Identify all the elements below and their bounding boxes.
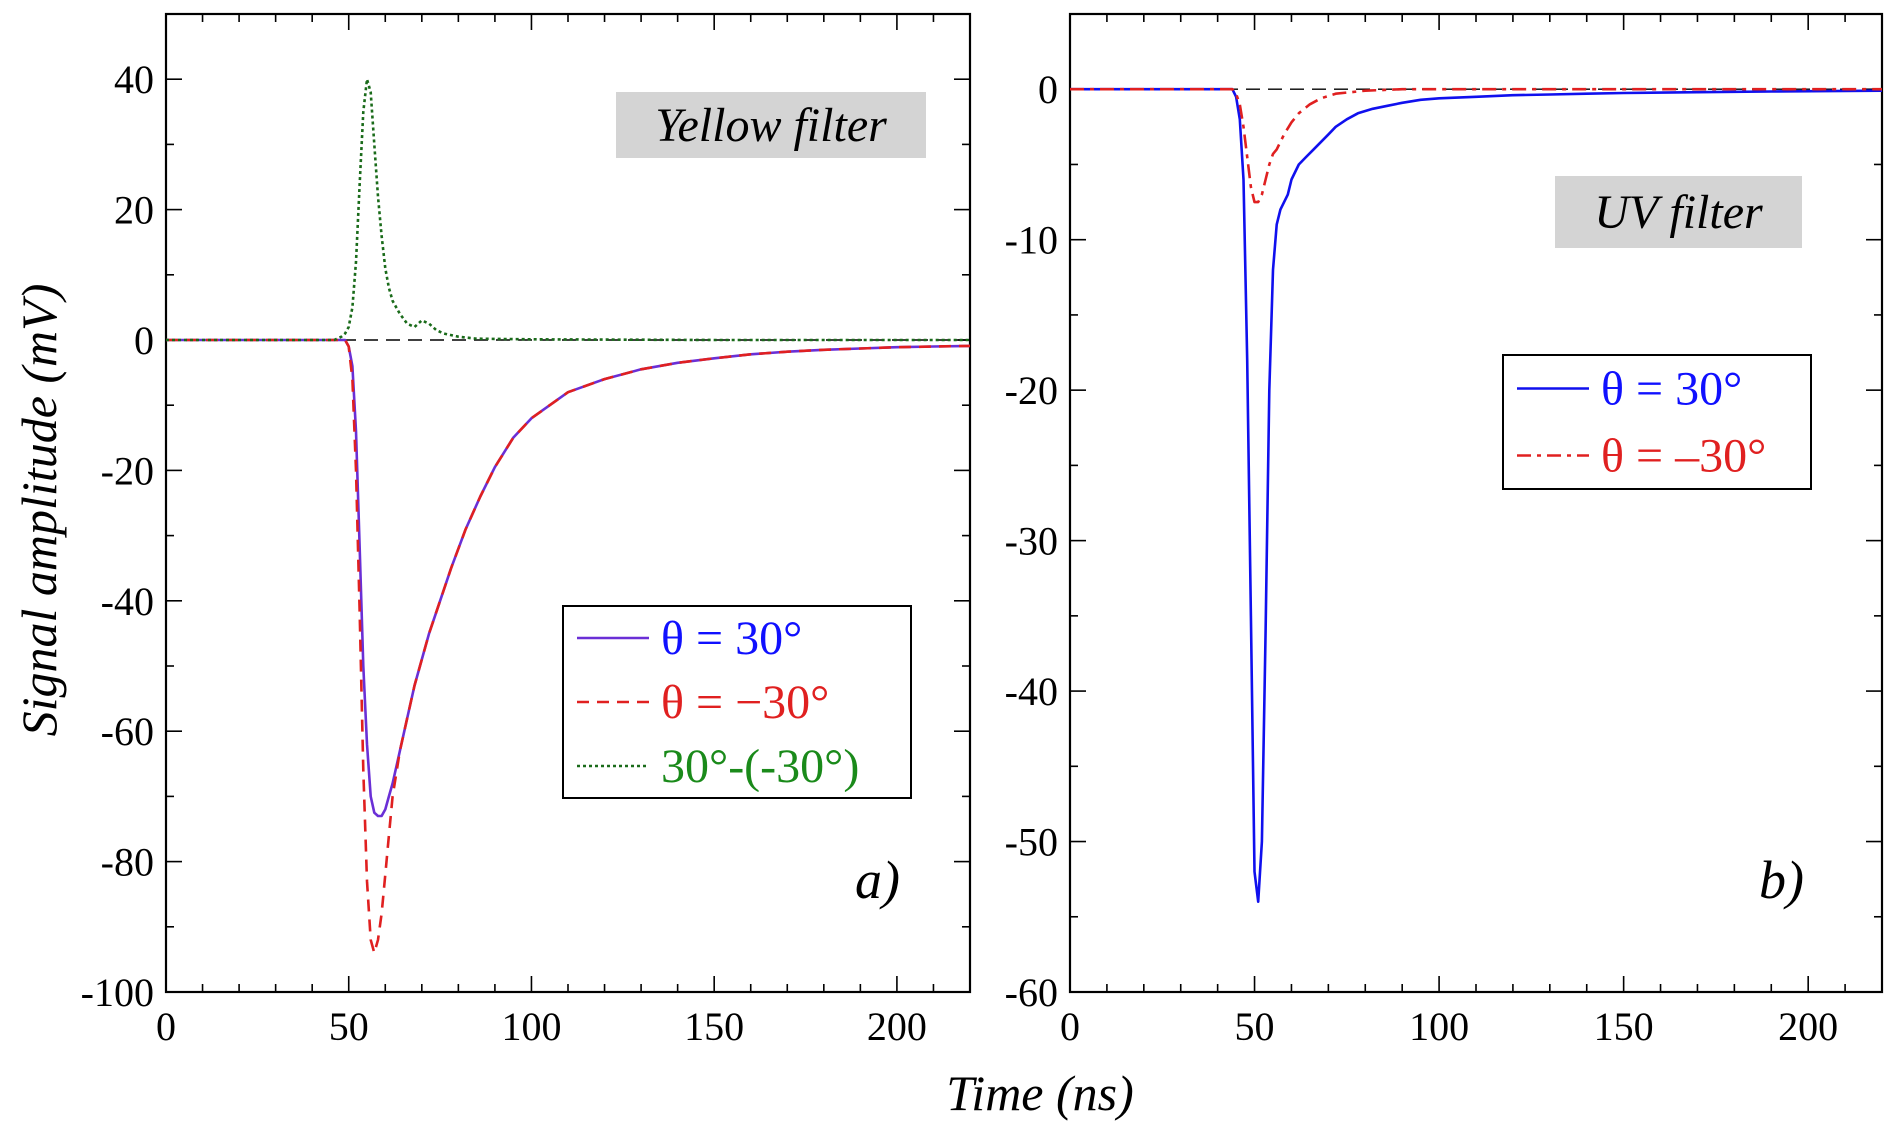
- y-tick-label: -40: [1005, 669, 1058, 714]
- x-axis-title: Time (ns): [946, 1065, 1134, 1121]
- y-tick-label: -20: [101, 448, 154, 493]
- plot-frame: [164, 12, 972, 994]
- x-tick-label: 100: [501, 1004, 561, 1049]
- x-tick-label: 0: [1060, 1004, 1080, 1049]
- panel-label: b): [1759, 850, 1804, 910]
- legend-entry: θ = −30°: [661, 676, 829, 729]
- y-tick-label: -40: [101, 579, 154, 624]
- x-tick-label: 100: [1409, 1004, 1469, 1049]
- filter-badge: [1555, 176, 1802, 248]
- x-tick-label: 0: [156, 1004, 176, 1049]
- y-tick-label: -30: [1005, 519, 1058, 564]
- legend-entry: 30°-(-30°): [661, 740, 859, 793]
- legend-entry: θ = 30°: [1601, 363, 1742, 416]
- y-tick-label: -100: [81, 970, 154, 1015]
- y-tick-label: 40: [114, 57, 154, 102]
- panel-label: a): [855, 850, 900, 910]
- y-tick-label: -60: [1005, 970, 1058, 1015]
- x-tick-label: 50: [329, 1004, 369, 1049]
- series-line-2: [166, 338, 971, 955]
- y-tick-label: 0: [134, 318, 154, 363]
- series-line-2: [1070, 87, 1882, 204]
- series-line-1: [1070, 87, 1883, 903]
- legend-entry: θ = –30°: [1601, 430, 1766, 483]
- y-tick-label: 0: [1038, 67, 1058, 112]
- y-tick-label: -50: [1005, 820, 1058, 865]
- y-tick-label: -60: [101, 709, 154, 754]
- y-tick-label: -10: [1005, 218, 1058, 263]
- x-tick-label: 150: [1594, 1004, 1654, 1049]
- legend: θ = 30° θ = −30° 30°-(-30°): [562, 605, 912, 799]
- legend-entry: θ = 30°: [661, 612, 802, 665]
- panel-b: 0 50 100 150 200 -60 -50 -40 -30 -20 -10 0 UV filter…: [1005, 12, 1884, 1049]
- y-axis-title: Signal amplitude (mV): [11, 284, 67, 737]
- filter-badge: [616, 92, 926, 158]
- filter-label: UV filter: [1594, 186, 1763, 239]
- x-tick-label: 50: [1235, 1004, 1275, 1049]
- legend: θ = 30° θ = –30°: [1502, 354, 1812, 490]
- panel-a: 0 50 100 150 200 -100 -80 -60 -40 -20 0 20 40 Yellow …: [81, 12, 972, 1049]
- filter-label: Yellow filter: [655, 99, 887, 152]
- legend-box: [1502, 354, 1812, 490]
- y-tick-label: 20: [114, 188, 154, 233]
- x-tick-label: 150: [684, 1004, 744, 1049]
- x-tick-label: 200: [867, 1004, 927, 1049]
- y-tick-label: -20: [1005, 368, 1058, 413]
- plot-frame: [1068, 12, 1884, 994]
- y-tick-label: -80: [101, 840, 154, 885]
- x-tick-label: 200: [1778, 1004, 1838, 1049]
